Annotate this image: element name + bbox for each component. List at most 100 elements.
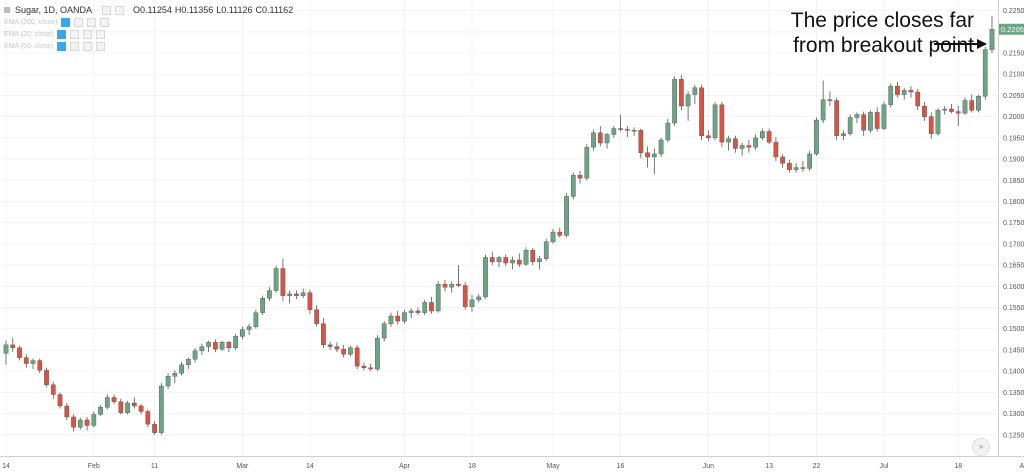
candle xyxy=(692,84,698,104)
candle-body xyxy=(928,116,934,134)
candle xyxy=(321,318,326,348)
legend-symbol[interactable]: Sugar, 1D, OANDA xyxy=(15,5,93,15)
candle xyxy=(699,84,704,140)
last-price-tag-box xyxy=(999,23,1024,35)
candle xyxy=(510,256,515,270)
candle xyxy=(23,354,29,368)
candle xyxy=(746,139,752,153)
candle-body xyxy=(395,315,401,322)
candle xyxy=(631,127,637,136)
chart-annotation: The price closes far from breakout point xyxy=(791,8,974,58)
x-tick-label: 22 xyxy=(813,463,821,470)
candle xyxy=(273,265,279,293)
candle-body xyxy=(483,257,488,298)
candle xyxy=(814,117,819,156)
candle-body xyxy=(334,346,340,350)
candle-body xyxy=(773,141,779,158)
candle xyxy=(645,146,650,168)
close-icon[interactable] xyxy=(100,17,110,27)
candle xyxy=(395,310,401,325)
candle-body xyxy=(793,167,799,170)
collapse-square-icon[interactable] xyxy=(4,7,10,13)
candle-body xyxy=(280,268,286,296)
candle xyxy=(530,248,536,266)
candle xyxy=(557,227,563,238)
candle-body xyxy=(489,257,495,262)
candle xyxy=(523,247,529,266)
candle-body xyxy=(206,342,211,347)
settings-icon[interactable] xyxy=(70,29,80,39)
candle-body xyxy=(922,105,927,117)
candle xyxy=(104,394,110,410)
candle-body xyxy=(888,85,894,105)
candle xyxy=(280,258,286,302)
candle-body xyxy=(375,337,380,370)
candle-body xyxy=(969,100,975,111)
candle-body xyxy=(766,131,772,143)
candle xyxy=(591,129,596,151)
more-icon[interactable] xyxy=(83,29,93,39)
close-icon[interactable] xyxy=(96,29,106,39)
time-axis[interactable]: 14Feb11Mar14Apr18May16Jun1322Jul18Aug15S… xyxy=(2,463,1024,470)
last-price-tag-label: 0.22059 xyxy=(1001,25,1024,34)
candle xyxy=(10,338,16,353)
candle-body xyxy=(712,104,718,139)
candle-body xyxy=(287,293,293,296)
eye-icon[interactable] xyxy=(57,29,67,39)
legend-high: H0.11356 xyxy=(174,5,214,15)
candle xyxy=(678,75,684,111)
candle xyxy=(760,128,765,140)
indicator-label[interactable]: EMA (50, close) xyxy=(4,42,54,50)
candle-body xyxy=(881,104,887,129)
candle xyxy=(739,142,745,156)
candle-body xyxy=(814,119,819,155)
more-icon[interactable] xyxy=(87,17,97,27)
candle xyxy=(672,76,677,126)
candle-body xyxy=(23,357,29,364)
candle-body xyxy=(672,79,677,124)
candle-body xyxy=(381,323,387,339)
settings-icon[interactable] xyxy=(74,17,84,27)
double-chevron-right-icon[interactable]: » xyxy=(972,438,990,456)
close-icon[interactable] xyxy=(115,5,125,15)
price-axis[interactable]: 0.225000.220000.215000.210000.205000.200… xyxy=(1003,8,1024,439)
candle xyxy=(294,290,299,300)
indicator-label[interactable]: EMA (200, close) xyxy=(4,18,58,26)
candle xyxy=(733,135,738,153)
eye-icon[interactable] xyxy=(61,17,71,27)
candle xyxy=(50,381,56,399)
candles xyxy=(3,15,995,435)
candle-body xyxy=(530,250,536,262)
eye-icon[interactable] xyxy=(57,41,67,51)
candle-body xyxy=(699,87,704,136)
candle xyxy=(861,111,867,136)
close-icon[interactable] xyxy=(96,41,106,51)
candle-body xyxy=(476,296,482,301)
candle-body xyxy=(422,302,428,313)
candle xyxy=(915,89,921,111)
more-icon[interactable] xyxy=(83,41,93,51)
candle xyxy=(125,400,130,415)
candle xyxy=(341,344,347,358)
candle-body xyxy=(199,346,205,352)
candle-body xyxy=(557,231,563,236)
legend-indicator-row: EMA (20, close) xyxy=(4,28,293,40)
legend-low: L0.11126 xyxy=(216,5,253,15)
legend-open: O0.11254 xyxy=(133,5,172,15)
candle-body xyxy=(77,419,83,428)
candle-body xyxy=(462,285,468,307)
settings-icon[interactable] xyxy=(102,5,112,15)
indicator-label[interactable]: EMA (20, close) xyxy=(4,30,54,38)
candle xyxy=(354,344,360,370)
settings-icon[interactable] xyxy=(70,41,80,51)
candle-body xyxy=(550,231,556,242)
candle-body xyxy=(537,258,542,262)
candle xyxy=(334,342,340,353)
candle-body xyxy=(962,100,968,114)
candle-body xyxy=(523,250,529,265)
candle xyxy=(820,80,826,124)
candle xyxy=(570,172,576,200)
candle xyxy=(408,308,414,319)
